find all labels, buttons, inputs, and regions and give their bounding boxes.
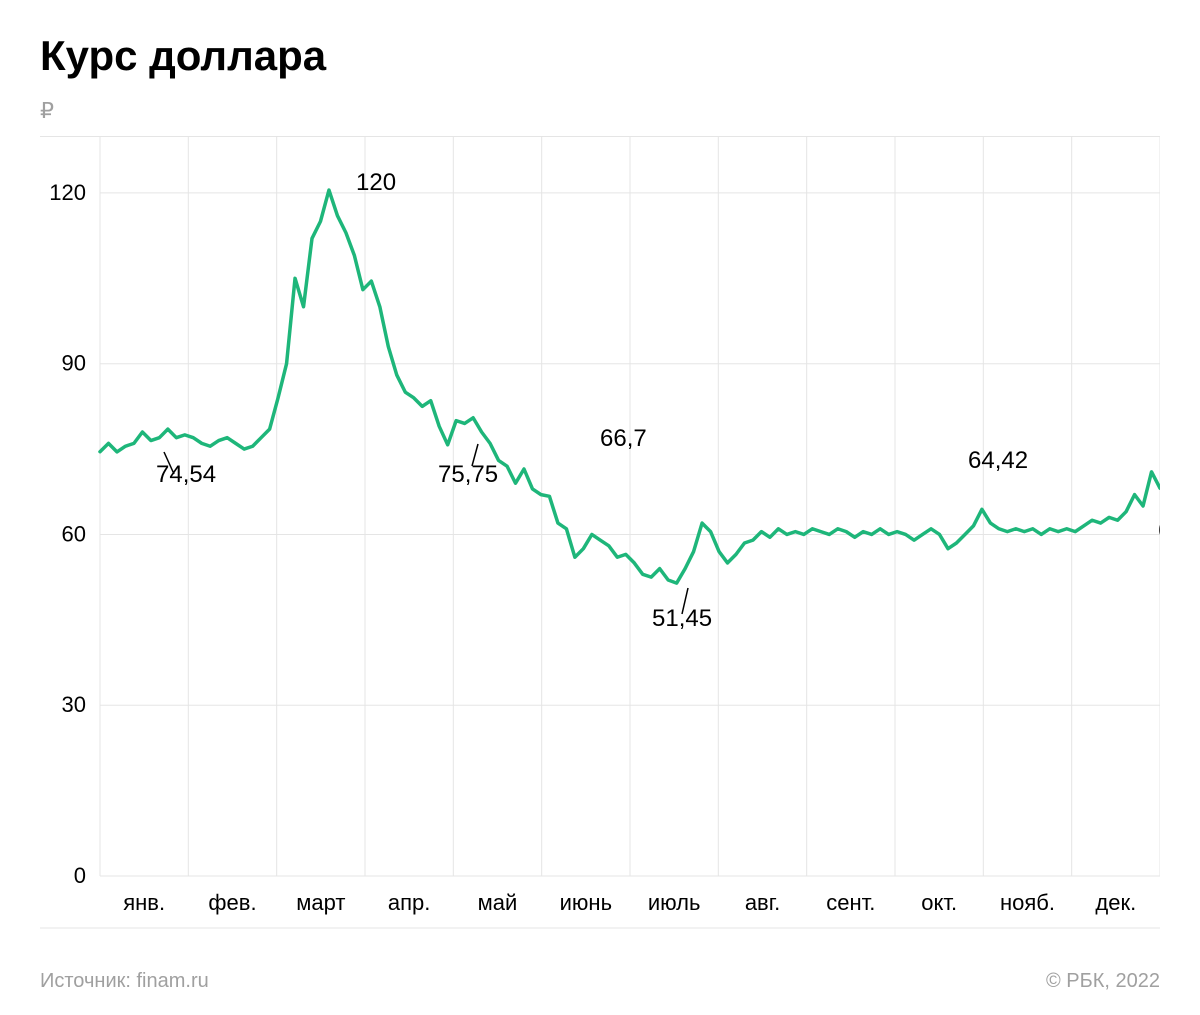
data-point-label: 64,42 — [968, 447, 1028, 474]
data-point-label: 66,7 — [600, 425, 647, 452]
source-label: Источник: finam.ru — [40, 970, 209, 993]
x-axis-label: март — [296, 890, 345, 915]
currency-symbol: ₽ — [40, 98, 1160, 124]
x-axis-label: июль — [648, 890, 701, 915]
x-axis-label: июнь — [560, 890, 612, 915]
data-point-label: 68,14 — [1158, 517, 1160, 544]
x-axis-label: дек. — [1095, 890, 1136, 915]
y-axis-label: 90 — [62, 351, 86, 376]
data-point-label: 120 — [356, 169, 396, 196]
data-point-label: 51,45 — [652, 605, 712, 632]
y-axis-label: 60 — [62, 521, 86, 546]
x-axis-label: апр. — [388, 890, 431, 915]
x-axis-label: авг. — [745, 890, 780, 915]
chart-footer: Источник: finam.ru © РБК, 2022 — [40, 970, 1160, 993]
data-point-label: 74,54 — [156, 461, 216, 488]
chart-container: 0 30 60 90 120 янв. фев. март апр. май июнь июль авг… — [40, 136, 1160, 936]
copyright-label: © РБК, 2022 — [1046, 970, 1160, 993]
x-axis-label: окт. — [921, 890, 957, 915]
x-axis-label: янв. — [123, 890, 165, 915]
data-point-label: 75,75 — [438, 461, 498, 488]
chart-title: Курс доллара — [40, 32, 1160, 80]
y-axis-label: 30 — [62, 692, 86, 717]
x-axis-label: нояб. — [1000, 890, 1055, 915]
x-axis-label: май — [478, 890, 518, 915]
x-axis-label: фев. — [208, 890, 256, 915]
x-axis-label: сент. — [826, 890, 875, 915]
line-chart-svg: 0 30 60 90 120 янв. фев. март апр. май июнь июль авг… — [40, 136, 1160, 936]
y-axis-label: 120 — [49, 180, 86, 205]
y-axis-label: 0 — [74, 863, 86, 888]
